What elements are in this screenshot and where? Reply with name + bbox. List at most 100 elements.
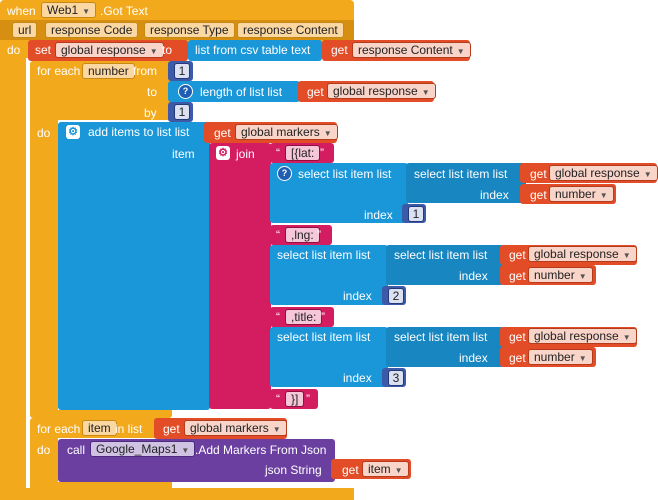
index-label: index — [459, 351, 488, 365]
select-list-item-inner-1[interactable] — [406, 163, 526, 203]
chevron-down-icon: ▼ — [394, 466, 403, 475]
set-to-label: to — [162, 43, 173, 57]
index-value-3[interactable]: 3 — [388, 370, 404, 386]
get-label: get — [530, 167, 547, 181]
get-label: get — [214, 126, 231, 140]
index-label: index — [343, 289, 372, 303]
for-each-label: for each — [37, 422, 81, 436]
index-value-1[interactable]: 1 — [408, 206, 424, 222]
set-var-dropdown[interactable]: global response ▼ — [55, 42, 164, 58]
select-list-item-block-1[interactable] — [270, 163, 408, 223]
chevron-down-icon: ▼ — [643, 170, 652, 179]
call-component-dropdown[interactable]: Google_Maps1 ▼ — [90, 441, 196, 457]
param-response-type[interactable]: response Type — [144, 22, 235, 38]
get-global-markers-dropdown[interactable]: global markers ▼ — [184, 420, 287, 436]
select-list-item-block-3[interactable] — [270, 327, 388, 387]
for-from-label: from — [133, 64, 157, 78]
by-value[interactable]: 1 — [174, 104, 190, 120]
for-to-label: to — [147, 85, 158, 99]
get-global-response-dropdown[interactable]: global response ▼ — [549, 165, 658, 181]
chevron-down-icon: ▼ — [421, 88, 430, 97]
get-label: get — [331, 43, 348, 57]
chevron-down-icon: ▼ — [622, 251, 631, 260]
item-label: item — [172, 147, 195, 161]
chevron-down-icon: ▼ — [82, 7, 91, 16]
get-item-dropdown[interactable]: item ▼ — [362, 461, 409, 477]
index-label: index — [343, 371, 372, 385]
get-global-markers-dropdown[interactable]: global markers ▼ — [235, 124, 338, 140]
for-do-label: do — [37, 126, 51, 140]
chevron-down-icon: ▼ — [622, 333, 631, 342]
csv-label: list from csv table text — [195, 43, 311, 57]
join-block[interactable] — [209, 143, 271, 409]
select-label: select list item list — [277, 248, 371, 262]
param-response-content[interactable]: response Content — [237, 22, 344, 38]
event-name: .Got Text — [100, 4, 148, 18]
select-inner-label: select list item list — [394, 248, 488, 262]
get-label: get — [342, 463, 359, 477]
chevron-down-icon: ▼ — [456, 47, 465, 56]
select-inner-label: select list item list — [394, 330, 488, 344]
get-global-response-dropdown[interactable]: global response ▼ — [327, 83, 436, 99]
length-label: length of list list — [200, 85, 283, 99]
join-label: join — [236, 147, 255, 161]
get-number-dropdown[interactable]: number ▼ — [528, 267, 593, 283]
get-label: get — [307, 85, 324, 99]
chevron-down-icon: ▼ — [323, 129, 332, 138]
in-list-label: in list — [115, 422, 143, 436]
param-url[interactable]: url — [12, 22, 38, 38]
get-label: get — [509, 351, 526, 365]
get-label: get — [163, 422, 180, 436]
get-label: get — [530, 188, 547, 202]
chevron-down-icon: ▼ — [599, 191, 608, 200]
get-number-dropdown[interactable]: number ▼ — [549, 186, 614, 202]
event-do-label: do — [7, 43, 21, 57]
add-items-label: add items to list list — [88, 125, 190, 139]
get-label: get — [509, 330, 526, 344]
index-label: index — [364, 208, 393, 222]
select-list-item-inner-2[interactable] — [386, 245, 504, 285]
string-end-value[interactable]: }] — [285, 391, 305, 407]
get-label: get — [509, 269, 526, 283]
select-inner-label: select list item list — [414, 167, 508, 181]
length-of-list-block[interactable] — [168, 81, 300, 102]
gear-icon[interactable]: ⚙ — [216, 146, 230, 160]
set-label: set — [35, 43, 52, 57]
get-global-response-dropdown[interactable]: global response ▼ — [528, 328, 637, 344]
help-icon[interactable]: ? — [277, 166, 292, 181]
select-label: select list item list — [298, 167, 392, 181]
select-label: select list item list — [277, 330, 371, 344]
string-lat-value[interactable]: [{lat: — [285, 145, 321, 161]
string-lng-value[interactable]: ,lng: — [285, 227, 320, 243]
chevron-down-icon: ▼ — [578, 272, 587, 281]
for-do-label: do — [37, 443, 51, 457]
get-global-response-dropdown[interactable]: global response ▼ — [528, 246, 637, 262]
string-title-value[interactable]: ,title: — [285, 309, 323, 325]
index-label: index — [459, 269, 488, 283]
json-string-label: json String — [265, 463, 322, 477]
index-label: index — [480, 188, 509, 202]
chevron-down-icon: ▼ — [578, 354, 587, 363]
help-icon[interactable]: ? — [178, 84, 193, 99]
chevron-down-icon: ▼ — [272, 425, 281, 434]
param-response-code[interactable]: response Code — [45, 22, 139, 38]
for-var-item[interactable]: item — [82, 420, 117, 436]
from-value[interactable]: 1 — [174, 63, 190, 79]
list-from-csv-block[interactable] — [188, 40, 322, 61]
for-each-label: for each — [37, 64, 81, 78]
get-label: get — [509, 248, 526, 262]
index-value-2[interactable]: 2 — [388, 288, 404, 304]
add-items-block[interactable] — [58, 122, 210, 410]
component-dropdown-web1[interactable]: Web1 ▼ — [41, 2, 97, 18]
get-response-content-dropdown[interactable]: response Content ▼ — [352, 42, 471, 58]
select-list-item-block-2[interactable] — [270, 245, 388, 305]
for-by-label: by — [144, 106, 157, 120]
when-label: when — [7, 4, 36, 18]
chevron-down-icon: ▼ — [149, 47, 158, 56]
get-number-dropdown[interactable]: number ▼ — [528, 349, 593, 365]
for-var-number[interactable]: number — [82, 63, 135, 79]
call-label: call — [67, 443, 86, 457]
select-list-item-inner-3[interactable] — [386, 327, 504, 367]
gear-icon[interactable]: ⚙ — [66, 125, 80, 139]
call-method: .Add Markers From Json — [195, 443, 327, 457]
